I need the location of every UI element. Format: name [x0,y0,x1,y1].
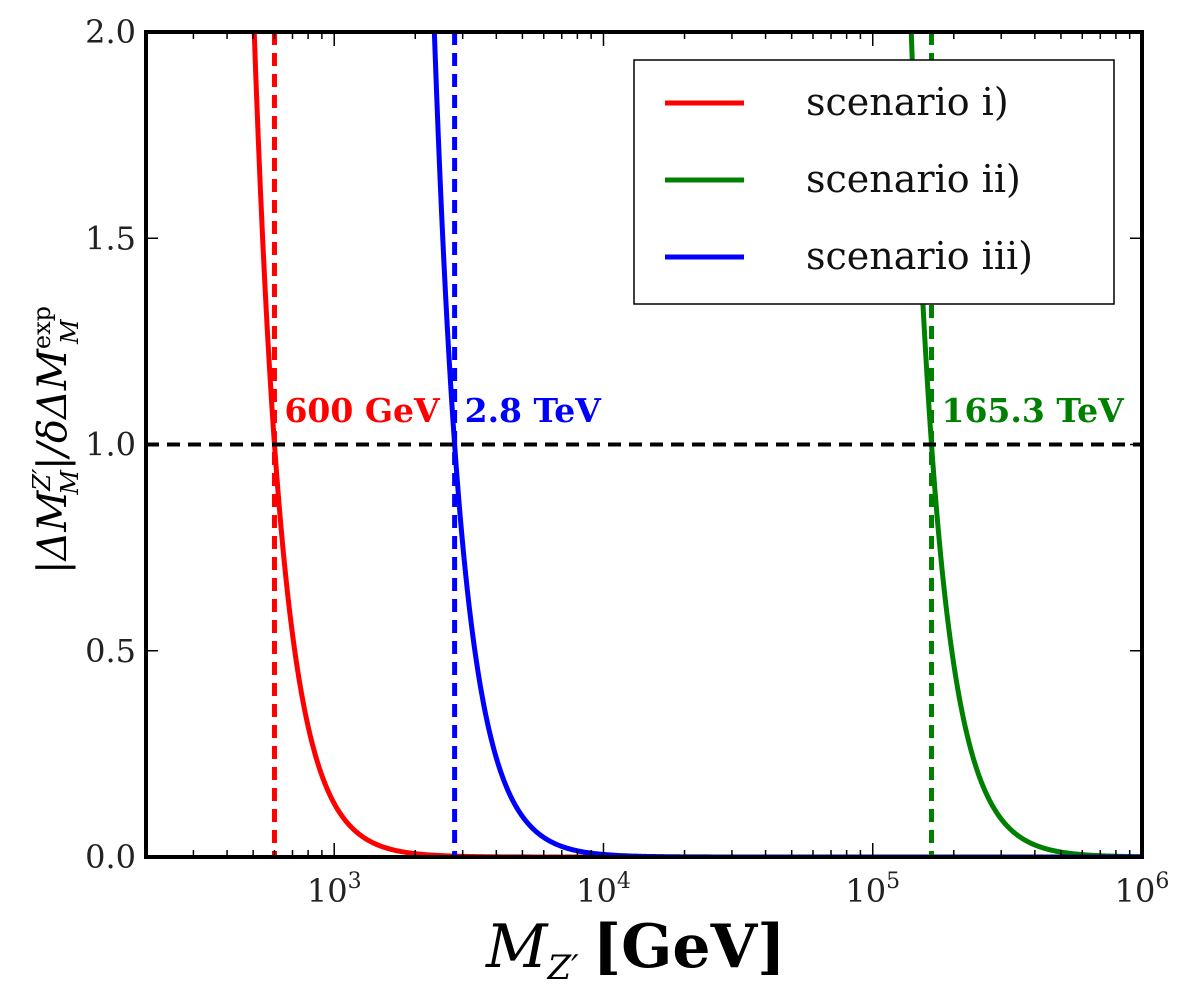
y-tick-label: 1.5 [85,219,136,257]
y-tick-label: 2.0 [85,13,136,51]
x-axis-label: MZ′ [GeV] [485,912,786,988]
annotation-2-8-tev: 2.8 TeV [465,391,603,430]
annotation-165-3-tev: 165.3 TeV [942,391,1126,430]
x-tick-label: 103 [307,869,362,910]
y-tick-label: 0.5 [85,632,136,670]
legend-label-scenario-ii: scenario ii) [806,157,1021,201]
series-line-scenario-i [251,32,1142,857]
annotations: 600 GeV 2.8 TeV 165.3 TeV [284,391,1125,430]
y-axis-label: |ΔMZ′M|/δΔMexpM [28,306,84,574]
y-tick-label: 0.0 [85,838,136,876]
legend-label-scenario-iii: scenario iii) [806,234,1033,278]
x-axis-ticks: 103 104 105 106 [145,32,1170,910]
x-tick-label: 105 [845,869,900,910]
annotation-600-gev: 600 GeV [284,391,441,430]
legend-label-scenario-i: scenario i) [806,80,1009,124]
y-axis-ticks: 0.0 0.5 1.0 1.5 2.0 [85,13,1142,876]
x-tick-label: 106 [1115,869,1170,910]
legend: scenario i) scenario ii) scenario iii) [633,59,1115,305]
x-tick-label: 104 [576,869,631,910]
y-tick-label: 1.0 [85,426,136,464]
